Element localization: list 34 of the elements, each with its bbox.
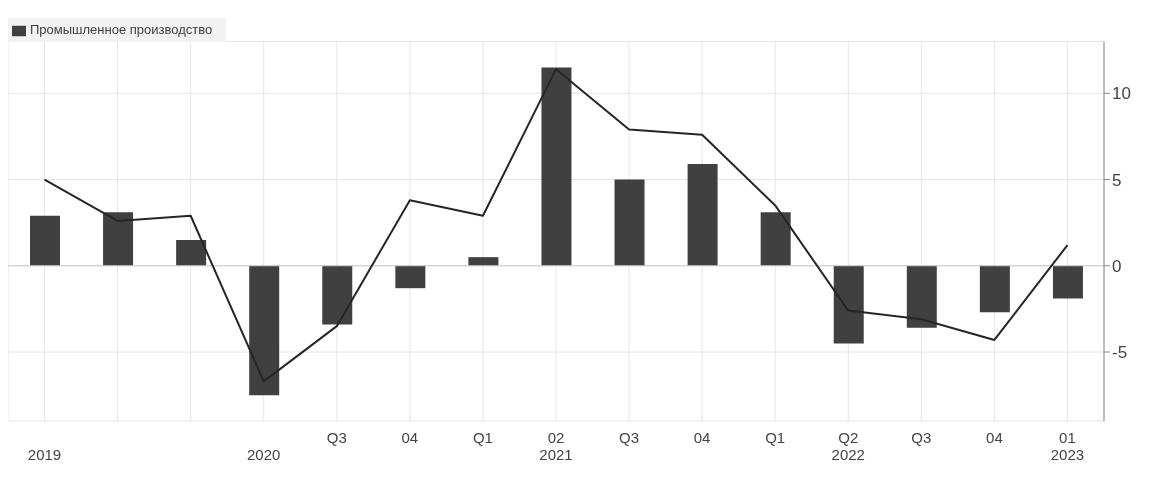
x-tick-label: Q3	[911, 429, 932, 446]
bar	[176, 239, 207, 266]
y-tick-label: 0	[1112, 256, 1122, 276]
bar	[395, 265, 426, 289]
x-tick-label: 01 2023	[1050, 429, 1085, 463]
x-tick-label: Q3	[619, 429, 640, 446]
bar	[833, 265, 864, 344]
y-tick-label: -5	[1112, 343, 1128, 363]
x-tick-label: 2019	[27, 446, 62, 463]
x-tick-label: Q2 2022	[831, 429, 865, 463]
bar	[979, 265, 1010, 313]
x-tick-label: Q1	[472, 429, 493, 446]
x-tick-label: 2020	[247, 446, 281, 463]
bar	[541, 67, 572, 266]
x-tick-label: 04	[401, 429, 419, 446]
bar	[249, 265, 280, 396]
x-tick-label: 04	[986, 429, 1003, 446]
bar	[322, 265, 353, 325]
bar	[906, 265, 937, 328]
y-tick-label: 5	[1112, 170, 1122, 190]
x-tick-label: Q3	[326, 429, 347, 446]
bar	[1052, 265, 1083, 299]
x-tick-label: 04	[693, 429, 711, 446]
bar	[468, 257, 499, 266]
y-tick-label: 10	[1112, 84, 1131, 104]
legend-label: Промышленное производство	[30, 22, 213, 37]
x-tick-label: Q1	[765, 429, 786, 446]
bar	[30, 215, 60, 266]
bar	[687, 164, 718, 266]
x-tick-label: 02 2021	[539, 429, 573, 463]
bar	[614, 179, 645, 266]
line-series	[43, 68, 1069, 383]
bar	[103, 212, 134, 266]
bar	[760, 212, 791, 266]
